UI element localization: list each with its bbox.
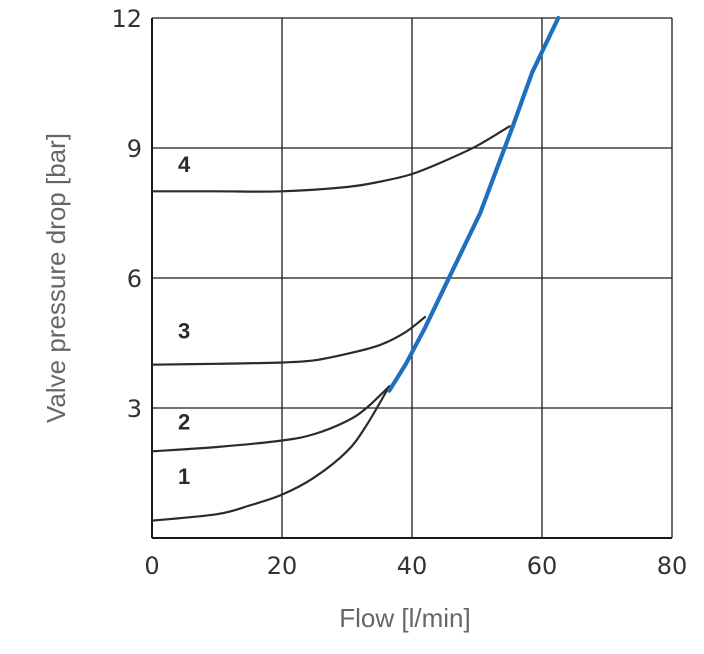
- series-label-3: 3: [178, 319, 190, 344]
- x-axis-title: Flow [l/min]: [339, 603, 470, 633]
- series-line-1: [150, 385, 391, 522]
- series-line-4: [150, 125, 511, 193]
- limit-layer: [387, 15, 561, 393]
- series-line-3: [150, 315, 427, 366]
- x-tick-label-40: 40: [397, 552, 428, 580]
- series-label-4: 4: [178, 152, 191, 177]
- y-tick-label-3: 3: [127, 395, 142, 423]
- x-tick-label-0: 0: [144, 552, 159, 580]
- y-tick-label-6: 6: [127, 265, 142, 293]
- series-line-2: [150, 385, 391, 453]
- limit-line: [387, 15, 561, 393]
- y-tick-label-12: 12: [111, 5, 142, 33]
- x-tick-label-60: 60: [527, 552, 558, 580]
- grid: [151, 17, 673, 539]
- y-tick-label-9: 9: [127, 135, 142, 163]
- series-label-1: 1: [178, 464, 190, 489]
- series-label-2: 2: [178, 410, 190, 435]
- curve-layer: [150, 125, 511, 522]
- y-axis-title: Valve pressure drop [bar]: [41, 133, 71, 423]
- x-tick-label-80: 80: [657, 552, 688, 580]
- x-tick-label-20: 20: [267, 552, 298, 580]
